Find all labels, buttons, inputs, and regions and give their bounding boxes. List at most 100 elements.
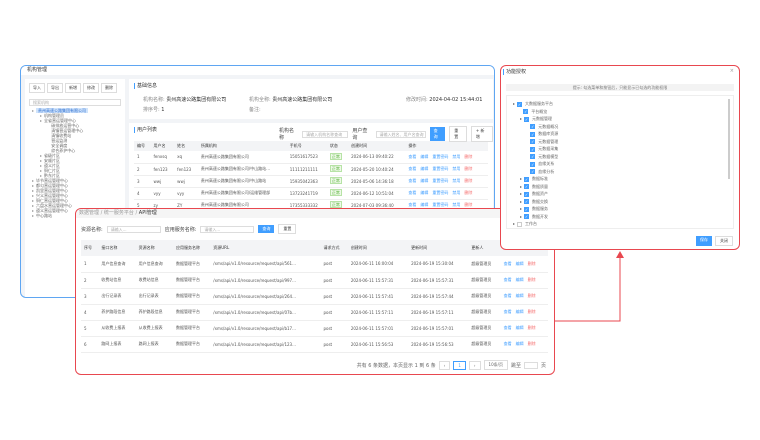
action-link[interactable]: 查看 — [408, 166, 417, 171]
goto-input[interactable] — [523, 361, 538, 369]
action-link[interactable]: 编辑 — [515, 260, 524, 266]
action-link[interactable]: 查看 — [503, 325, 512, 330]
tree-node[interactable]: ▸ 铜仁片区 — [29, 168, 121, 173]
checkbox[interactable]: ✓ — [524, 214, 530, 219]
action-link[interactable]: 查看 — [503, 309, 512, 314]
expand-icon[interactable]: ▸ — [32, 183, 35, 188]
reset-button[interactable]: 重置 — [278, 224, 297, 234]
permission-node[interactable]: ✓ 元数据模型 — [511, 153, 729, 161]
tree-node[interactable]: ▸ 机构管理员 — [29, 113, 121, 118]
checkbox[interactable]: ✓ — [530, 146, 536, 152]
tree-node[interactable]: ▸ 中心路站 — [29, 213, 121, 218]
action-link[interactable]: 删除 — [464, 153, 473, 159]
action-link[interactable]: 查看 — [408, 202, 417, 207]
action-link[interactable]: 编辑 — [515, 325, 524, 330]
action-link[interactable]: 编辑 — [420, 190, 429, 195]
expand-icon[interactable]: ▸ — [32, 208, 35, 213]
permission-node[interactable]: ▸ ✓ 数据开发 — [511, 213, 729, 221]
action-link[interactable]: 删除 — [527, 325, 536, 330]
action-link[interactable]: 禁用 — [452, 202, 461, 207]
expand-icon[interactable]: ▸ — [520, 183, 523, 189]
checkbox[interactable]: ✓ — [530, 131, 536, 137]
toolbar-button[interactable]: 导入 — [29, 83, 45, 93]
expand-icon[interactable]: ▸ — [40, 153, 43, 158]
save-button[interactable]: 保存 — [696, 236, 712, 246]
app-name-input[interactable]: 请输入... — [200, 225, 255, 233]
expand-icon[interactable]: ▸ — [40, 163, 43, 168]
toolbar-button[interactable]: 删除 — [101, 83, 117, 93]
action-link[interactable]: 禁用 — [452, 178, 461, 183]
permission-node[interactable]: ✓ 元数据采集 — [511, 145, 729, 153]
user-filter-input[interactable]: 请输入姓名、用户名查询 — [375, 130, 426, 138]
permission-node[interactable]: ▸ ✓ 数据交换 — [511, 198, 729, 206]
checkbox[interactable]: ✓ — [524, 176, 530, 182]
action-link[interactable]: 编辑 — [515, 309, 524, 314]
permission-node[interactable]: ▸ ✓ 数据服务 — [511, 205, 729, 213]
permission-node[interactable]: ▸ ✓ 数据资产 — [511, 190, 729, 198]
action-link[interactable]: 删除 — [464, 166, 473, 171]
tree-node[interactable]: ▸ 都匀营运管理中心 — [29, 183, 121, 188]
checkbox[interactable]: ✓ — [530, 124, 536, 129]
permission-node[interactable]: ▸ ✓ 大数据服务平台 — [511, 100, 729, 108]
expand-icon[interactable]: ▸ — [520, 198, 523, 204]
expand-icon[interactable]: ▸ — [40, 158, 43, 163]
checkbox[interactable]: ✓ — [524, 184, 530, 189]
tree-node[interactable]: 安全调度 — [29, 143, 121, 148]
expand-icon[interactable]: ▸ — [40, 168, 43, 173]
page-size-select[interactable]: 10条/页 — [483, 360, 508, 370]
expand-icon[interactable]: ▸ — [40, 113, 43, 118]
permission-node[interactable]: ✓ 血缘关系 — [511, 160, 729, 168]
checkbox[interactable]: ✓ — [524, 206, 530, 212]
expand-icon[interactable]: ▸ — [32, 193, 35, 198]
tree-node[interactable]: ▸ 安顺片区 — [29, 158, 121, 163]
permission-node[interactable]: ✓ 血缘分析 — [511, 168, 729, 176]
action-link[interactable]: 查看 — [408, 190, 417, 195]
checkbox[interactable]: ✓ — [523, 109, 529, 114]
expand-icon[interactable]: ▸ — [32, 188, 35, 193]
permission-node[interactable]: ✓ 元数据管理 — [511, 138, 729, 146]
tree-node[interactable]: ▸ 六盘水营运管理中心 — [29, 203, 121, 208]
expand-icon[interactable]: ▸ — [520, 176, 523, 181]
action-link[interactable]: 查看 — [503, 341, 512, 346]
action-link[interactable]: 删除 — [464, 202, 473, 207]
scrollbar[interactable] — [728, 99, 730, 179]
action-link[interactable]: 查看 — [408, 178, 417, 183]
reset-button[interactable]: 重置 — [449, 126, 467, 142]
permission-node[interactable]: ▸ ✓ 数据标准 — [511, 175, 729, 183]
action-link[interactable]: 重置密码 — [432, 153, 449, 159]
permission-node[interactable]: ✓ 元数据概况 — [511, 123, 729, 131]
permission-node[interactable]: ▸ ✓ 元数据管理 — [511, 115, 729, 123]
action-link[interactable]: 重置密码 — [432, 202, 449, 207]
expand-icon[interactable]: ▸ — [513, 221, 516, 226]
action-link[interactable]: 重置密码 — [432, 190, 449, 195]
action-link[interactable]: 删除 — [527, 277, 536, 282]
toolbar-button[interactable]: 新增 — [65, 83, 81, 93]
action-link[interactable]: 编辑 — [515, 277, 524, 282]
action-link[interactable]: 编辑 — [420, 153, 429, 159]
expand-icon[interactable]: ▸ — [32, 178, 35, 183]
tree-node[interactable]: ▸ 贵州高速公路集团有限公司 — [29, 108, 121, 113]
checkbox[interactable]: ✓ — [517, 101, 523, 107]
close-icon[interactable]: × — [729, 68, 734, 74]
org-search-input[interactable]: 搜索机构 — [29, 99, 121, 106]
expand-icon[interactable]: ▸ — [513, 101, 516, 106]
tree-node[interactable]: ▸ 全省营运管理中心 — [29, 118, 121, 123]
expand-icon[interactable]: ▸ — [520, 191, 523, 196]
permission-node[interactable]: ✓ 数据库资源 — [511, 130, 729, 138]
tree-node[interactable]: 清镇营运管理中心 — [29, 128, 121, 133]
tree-node[interactable]: ▸ 凯里营运管理中心 — [29, 188, 121, 193]
next-page-button[interactable]: › — [468, 360, 481, 370]
tree-node[interactable]: 营运监测 — [29, 138, 121, 143]
tree-node[interactable]: ▸ 遵义营运管理中心 — [29, 208, 121, 213]
action-link[interactable]: 查看 — [503, 260, 512, 266]
tree-node[interactable]: ▸ 黔东片区 — [29, 173, 121, 178]
action-link[interactable]: 编辑 — [420, 178, 429, 183]
expand-icon[interactable]: ▸ — [520, 116, 523, 121]
action-link[interactable]: 重置密码 — [432, 178, 449, 183]
tree-node[interactable]: ▸ 毕节营运管理中心 — [29, 178, 121, 183]
action-link[interactable]: 禁用 — [452, 166, 461, 171]
action-link[interactable]: 编辑 — [420, 202, 429, 207]
expand-icon[interactable]: ▸ — [520, 213, 523, 219]
action-link[interactable]: 重置密码 — [432, 166, 449, 171]
resource-name-input[interactable]: 请输入... — [106, 225, 161, 233]
